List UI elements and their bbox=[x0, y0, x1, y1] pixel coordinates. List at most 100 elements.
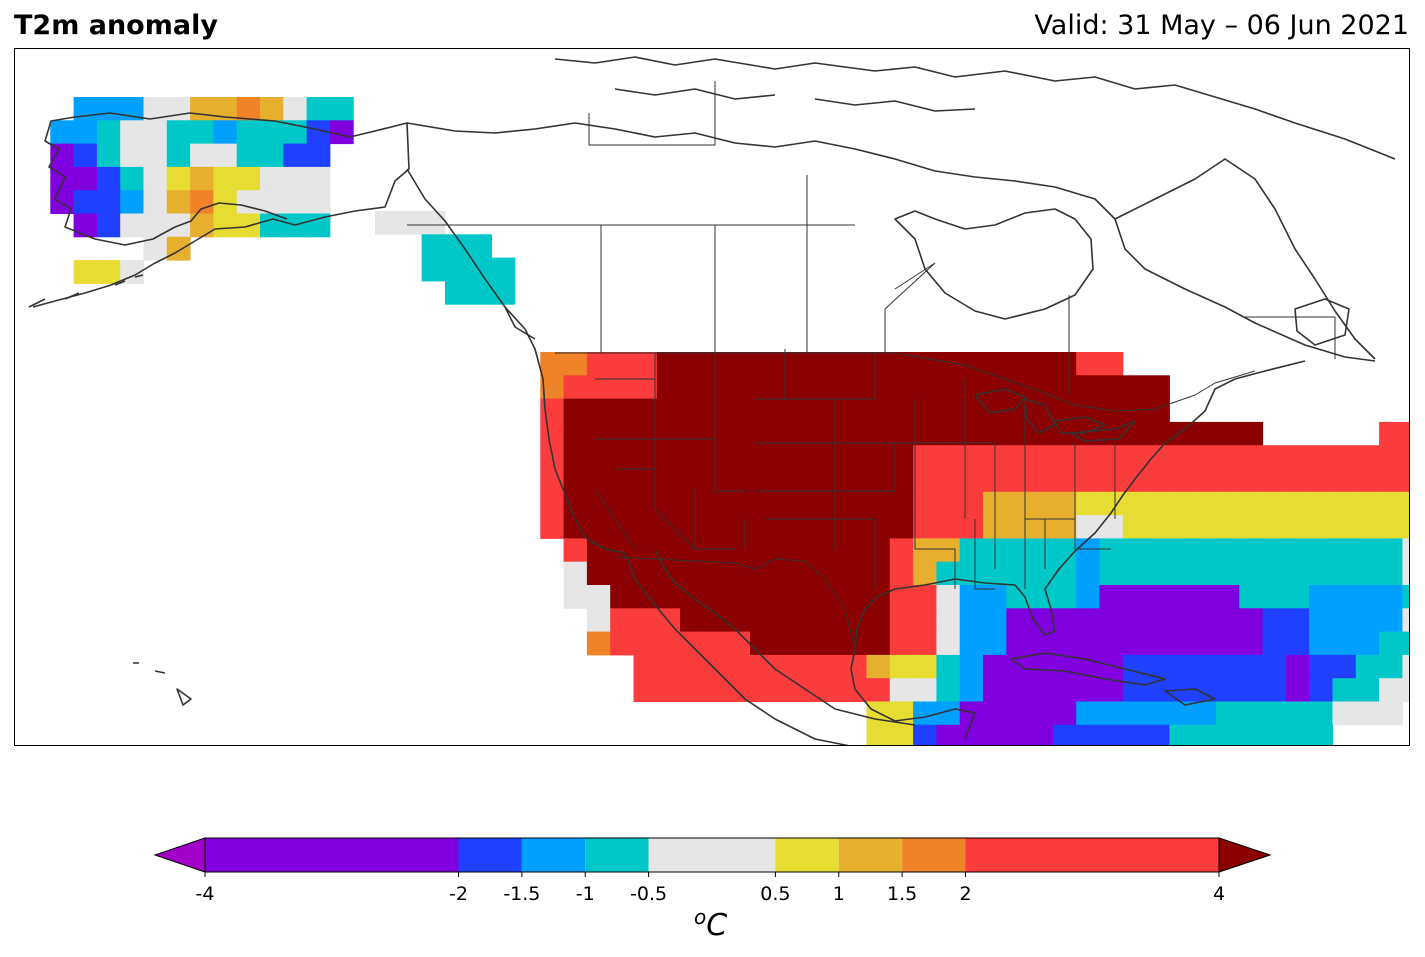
conus-cell bbox=[796, 561, 821, 586]
conus-cell bbox=[1122, 445, 1147, 469]
conus-cell bbox=[1402, 631, 1409, 656]
conus-cell bbox=[726, 375, 751, 400]
conus-cell bbox=[1029, 654, 1054, 679]
alaska-cell bbox=[236, 143, 261, 168]
colorbar-bin bbox=[205, 838, 459, 872]
conus-cell bbox=[819, 468, 844, 493]
anomaly-map bbox=[28, 56, 1409, 745]
conus-cell bbox=[586, 421, 611, 446]
conus-cell bbox=[889, 538, 914, 563]
conus-cell bbox=[1146, 608, 1170, 633]
conus-cell bbox=[843, 421, 867, 446]
alaska-cell bbox=[213, 97, 238, 121]
us-west-coast bbox=[504, 306, 626, 554]
conus-cell bbox=[1402, 678, 1409, 702]
conus-cell bbox=[1052, 678, 1077, 702]
alaska-cell bbox=[96, 97, 121, 121]
conus-cell bbox=[1076, 678, 1100, 702]
conus-cell bbox=[1099, 654, 1124, 679]
conus-cell bbox=[1006, 585, 1031, 609]
conus-cell bbox=[889, 585, 914, 609]
conus-cell bbox=[1285, 491, 1310, 516]
conus-cell bbox=[1309, 585, 1333, 609]
alaska-cell bbox=[73, 166, 98, 191]
conus-cell bbox=[1332, 631, 1357, 656]
conus-cell bbox=[889, 561, 914, 586]
conus-cell bbox=[1309, 724, 1333, 745]
conus-cell bbox=[750, 421, 774, 446]
conus-cell bbox=[610, 375, 634, 400]
conus-cell bbox=[796, 608, 821, 633]
baja-mexico-coast bbox=[624, 548, 916, 745]
conus-cell bbox=[656, 398, 681, 423]
conus-cell bbox=[1122, 608, 1147, 633]
conus-cell bbox=[610, 468, 634, 493]
conus-cell bbox=[703, 585, 728, 609]
conus-cell bbox=[1146, 585, 1170, 609]
conus-cell bbox=[983, 561, 1007, 586]
conus-cell bbox=[1285, 654, 1310, 679]
conus-cell bbox=[1285, 631, 1310, 656]
conus-cell bbox=[563, 375, 588, 400]
conus-cell bbox=[750, 352, 774, 376]
bc-cell bbox=[421, 257, 446, 282]
conus-cell bbox=[1285, 724, 1310, 745]
conus-cell bbox=[1379, 678, 1403, 702]
conus-cell bbox=[1006, 491, 1031, 516]
conus-cell bbox=[563, 538, 588, 563]
conus-cell bbox=[726, 538, 751, 563]
conus-cell bbox=[983, 701, 1007, 726]
conus-cell bbox=[796, 585, 821, 609]
conus-cell bbox=[633, 654, 658, 679]
alaska-cell bbox=[306, 213, 331, 238]
conus-cell bbox=[656, 654, 681, 679]
alaska-cell bbox=[190, 190, 214, 214]
conus-cell bbox=[1099, 538, 1124, 563]
conus-cell bbox=[1192, 585, 1217, 609]
alaska-cell bbox=[190, 97, 214, 121]
conus-cell bbox=[726, 421, 751, 446]
alaska-cell bbox=[120, 213, 144, 238]
conus-cell bbox=[866, 515, 891, 539]
conus-cell bbox=[1355, 654, 1380, 679]
alaska-cell bbox=[306, 166, 331, 191]
conus-cell bbox=[889, 445, 914, 469]
conus-cell bbox=[750, 445, 774, 469]
colorbar-bin bbox=[902, 838, 966, 872]
alaska-cell bbox=[50, 143, 75, 168]
colorbar-ticks: -4 -2 -1.5 -1 -0.5 0.5 1 1.5 2 4 bbox=[196, 872, 1225, 905]
conus-cell bbox=[1262, 608, 1287, 633]
conus-cell bbox=[1122, 515, 1147, 539]
conus-cell bbox=[1029, 724, 1054, 745]
conus-cell bbox=[1216, 631, 1240, 656]
conus-cell bbox=[843, 352, 867, 376]
conus-cell bbox=[656, 491, 681, 516]
conus-cell bbox=[1355, 515, 1380, 539]
conus-cell bbox=[1146, 445, 1170, 469]
conus-cell bbox=[1099, 608, 1124, 633]
conus-cell bbox=[1379, 701, 1403, 726]
conus-cell bbox=[1239, 654, 1264, 679]
conus-cell bbox=[610, 561, 634, 586]
alaska-cell bbox=[236, 190, 261, 214]
alaska-cell bbox=[213, 120, 238, 145]
alaska-cell bbox=[213, 190, 238, 214]
conus-cell bbox=[1402, 608, 1409, 633]
conus-cell bbox=[633, 631, 658, 656]
conus-cell bbox=[1169, 585, 1194, 609]
conus-cell bbox=[913, 538, 937, 563]
conus-cell bbox=[959, 678, 984, 702]
conus-cell bbox=[819, 421, 844, 446]
map-panel[interactable] bbox=[14, 48, 1410, 746]
labrador-coast bbox=[1114, 158, 1376, 360]
conus-cell bbox=[1239, 468, 1264, 493]
conus-cell bbox=[889, 654, 914, 679]
conus-cell bbox=[866, 631, 891, 656]
conus-cell bbox=[1379, 631, 1403, 656]
conus-cell bbox=[819, 398, 844, 423]
conus-cell bbox=[1216, 421, 1240, 446]
conus-cell bbox=[1146, 515, 1170, 539]
conus-cell bbox=[773, 491, 798, 516]
conus-cell bbox=[1169, 445, 1194, 469]
conus-cell bbox=[726, 608, 751, 633]
